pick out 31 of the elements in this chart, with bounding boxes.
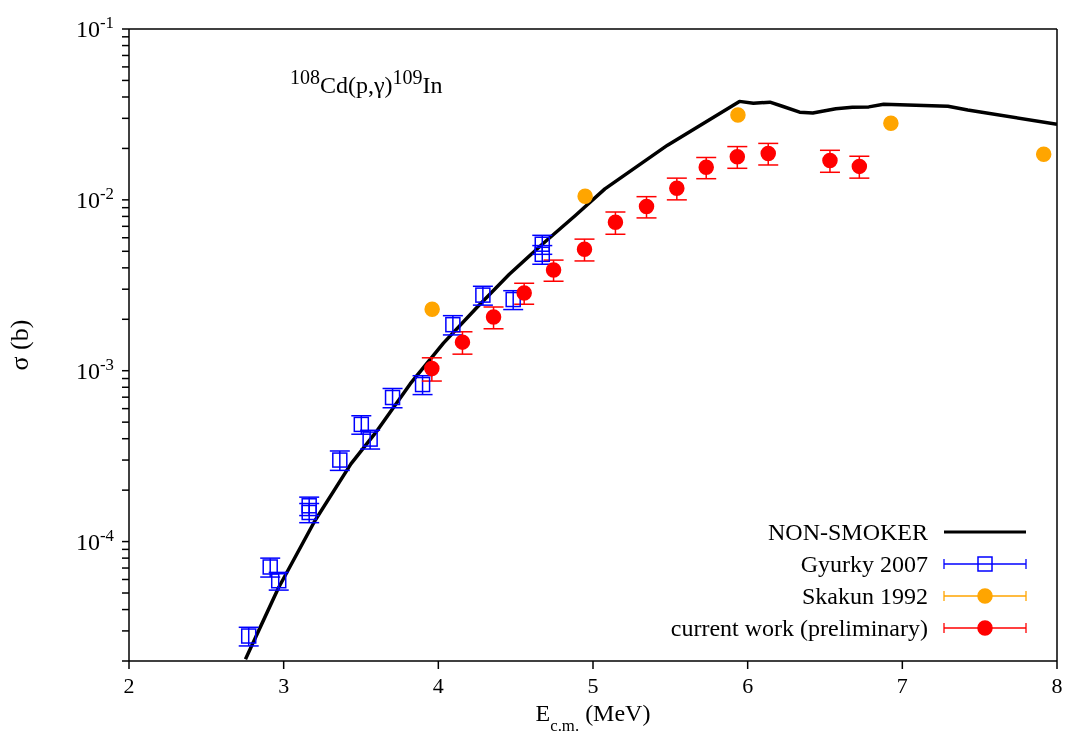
point — [822, 152, 838, 169]
x-tick-label: 6 — [742, 673, 754, 698]
y-axis-title: σ (b) — [5, 319, 34, 371]
legend-label: Skakun 1992 — [802, 582, 928, 610]
x-tick-label: 5 — [587, 673, 599, 698]
point — [669, 180, 685, 196]
point — [883, 115, 899, 131]
y-tick-label: 10$^{-2}$ — [76, 183, 114, 213]
point — [607, 214, 624, 231]
point — [424, 360, 440, 377]
legend-label: NON-SMOKER — [767, 518, 928, 546]
point — [424, 301, 440, 317]
point — [729, 148, 746, 165]
y-tick-label: 10$^{-3}$ — [76, 354, 114, 384]
x-axis-title: E$_{c.m.}$ (MeV) — [535, 700, 651, 735]
point — [730, 107, 746, 123]
y-tick-label: 10$^{-1}$ — [76, 12, 114, 42]
x-tick-label: 7 — [896, 673, 908, 698]
legend-label: current work (preliminary) — [670, 614, 928, 642]
annotation: $^{108}$Cd(p,γ)$^{109}$In — [290, 66, 443, 99]
y-tick-label: 10$^{-4}$ — [76, 525, 115, 555]
point — [577, 188, 593, 204]
x-tick-label: 3 — [278, 673, 290, 698]
legend-label: Gyurky 2007 — [800, 550, 928, 578]
point — [1035, 146, 1052, 162]
x-tick-label: 4 — [432, 673, 444, 698]
x-tick-label: 2 — [123, 673, 135, 698]
point — [576, 241, 593, 257]
x-tick-label: 8 — [1051, 673, 1063, 698]
point — [485, 309, 502, 325]
point — [454, 334, 471, 350]
